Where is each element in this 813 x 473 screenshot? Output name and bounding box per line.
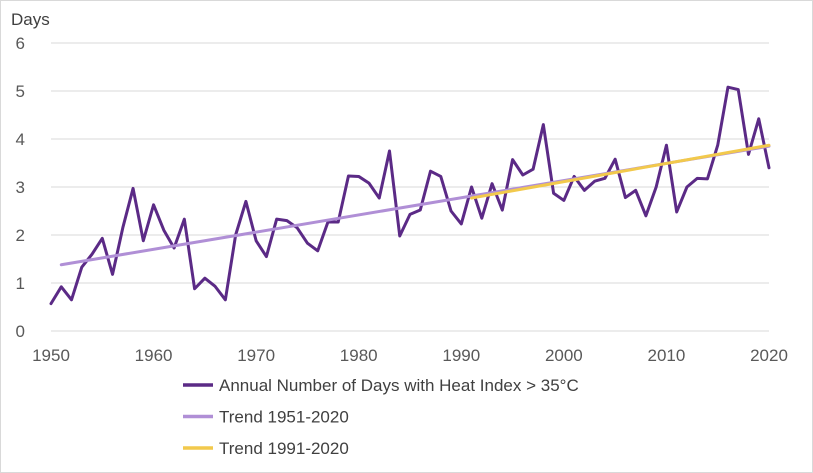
x-tick-label: 1950 [32,346,70,365]
y-axis-title: Days [11,10,50,29]
x-tick-label: 2010 [648,346,686,365]
legend-label: Trend 1991-2020 [219,439,349,458]
axes: 0 1 2 3 4 5 6 1950 1960 1970 1980 1990 2000 2010 2020 [16,34,788,365]
y-tick-label: 4 [16,130,25,149]
y-tick-label: 1 [16,274,25,293]
y-tick-label: 0 [16,322,25,341]
x-tick-label: 1990 [442,346,480,365]
x-tick-label: 2020 [750,346,788,365]
gridlines [51,42,769,332]
y-tick-label: 6 [16,34,25,53]
legend-label: Trend 1951-2020 [219,408,349,427]
series-line-trend-1991-2020 [470,143,771,200]
x-tick-label: 1970 [237,346,275,365]
y-tick-label: 2 [16,226,25,245]
y-tick-label: 3 [16,178,25,197]
legend: Annual Number of Days with Heat Index > … [183,376,579,458]
x-tick-label: 1980 [340,346,378,365]
x-tick-label: 1960 [135,346,173,365]
series-lines [49,85,771,306]
series-line-annual-days [49,85,771,306]
y-tick-label: 5 [16,82,25,101]
x-tick-label: 2000 [545,346,583,365]
legend-label: Annual Number of Days with Heat Index > … [219,376,579,395]
